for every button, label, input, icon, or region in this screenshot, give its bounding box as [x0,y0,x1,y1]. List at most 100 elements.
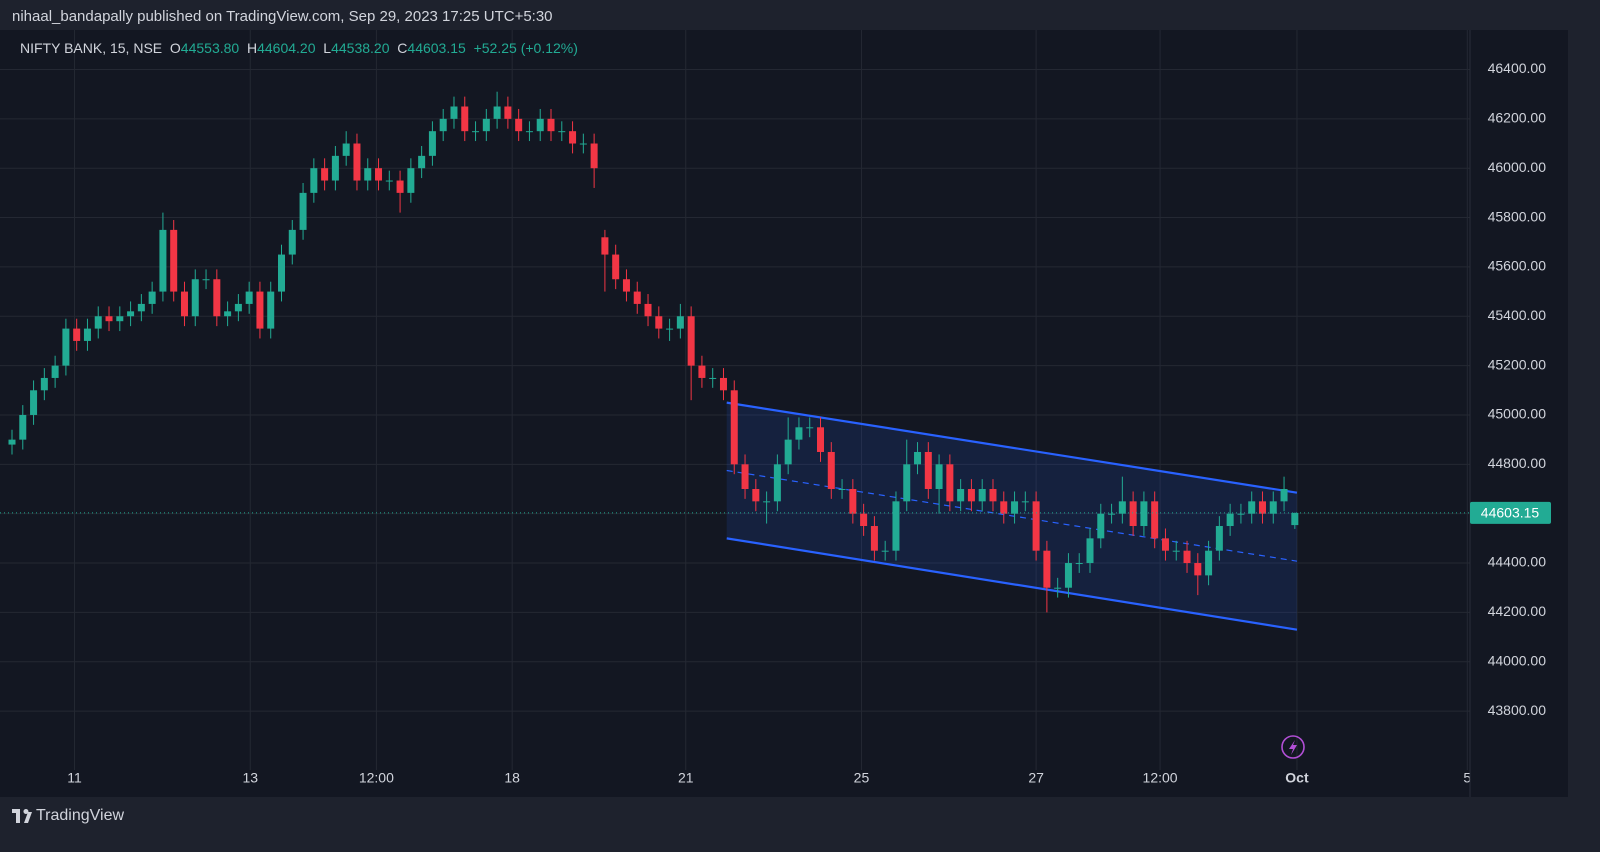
axes: 43800.0044000.0044200.0044400.0044600.00… [67,30,1551,797]
channel-middle [726,469,1298,562]
candle-body [1140,501,1148,527]
candle-body [439,118,447,132]
candle-body [1194,563,1202,576]
candle-body [342,143,350,156]
candle-body [224,311,232,317]
candle-body [763,501,771,503]
candle-body [321,168,329,181]
candle-body [159,229,167,292]
candle-body [1161,538,1169,551]
brand-name: TradingView [36,807,125,824]
y-tick-label: 46400.00 [1488,60,1547,76]
candle-body [515,118,523,132]
candle-body [234,303,242,312]
candle-body [504,106,512,119]
brand-logo [12,808,32,823]
last-price-label: 44603.15 [1481,505,1540,521]
y-tick-label: 45800.00 [1488,208,1547,224]
close-value: 44603.15 [407,40,466,56]
footer-bar: TradingView [0,797,1600,835]
open-label: O [169,40,181,56]
candle-body [19,414,27,440]
candle-body [666,328,674,330]
candle-body [989,489,997,502]
candle-body [407,168,415,193]
candle-body [310,168,318,193]
candle-body [94,316,102,329]
x-tick-label: Oct [1285,770,1309,786]
candle-body [375,168,383,181]
candle-body [482,118,490,132]
candle-body [191,279,199,317]
candle-body [1032,501,1040,551]
candle-body [881,550,889,552]
candle-body [1075,563,1083,565]
candle-body [914,451,922,465]
candle-body [51,365,59,378]
candle-body [752,489,760,502]
low-label: L [323,40,332,56]
candle-body [967,489,975,502]
candle-body [1280,489,1288,502]
candle-body [1000,501,1008,514]
y-tick-label: 45200.00 [1488,356,1547,372]
x-tick-label: 27 [1028,770,1044,786]
candle-body [1205,550,1213,576]
y-tick-label: 45000.00 [1488,406,1547,422]
candle-body [1021,501,1029,503]
candle-body [633,291,641,304]
candle-body [267,291,275,329]
candle-body [816,427,825,452]
y-tick-label: 45400.00 [1488,307,1547,323]
candle-body [644,303,652,317]
candle-body [547,118,555,132]
candle-body [655,316,663,329]
candle-body [1215,526,1223,551]
y-tick-label: 46000.00 [1488,159,1547,175]
candle-body [428,131,436,156]
candle-body [698,365,706,378]
low-value: 44538.20 [331,40,390,56]
y-tick-label: 44400.00 [1488,554,1547,570]
candle-body [838,489,846,490]
candle-body [353,143,361,181]
high-label: H [246,40,258,56]
candle-body [8,439,16,445]
y-tick-label: 45600.00 [1488,258,1547,274]
lightning-icon[interactable] [1281,735,1305,759]
candle-body [1183,550,1191,564]
y-tick-label: 44200.00 [1488,603,1547,619]
candle-body [245,291,253,304]
candle-body [827,451,835,489]
candle-body [558,131,566,133]
candle-body [461,106,469,132]
candle-body [1269,501,1277,514]
chart: 43800.0044000.0044200.0044400.0044600.00… [0,30,1600,797]
candle-body [1097,513,1105,539]
symbol: NIFTY BANK, 15, NSE [20,40,163,56]
candle-body [450,106,458,119]
candle-body [709,377,717,379]
candle-body [784,439,792,465]
candle-body [213,279,221,317]
candle-body [137,303,145,312]
x-tick-label: 11 [67,770,82,786]
candle-body [1291,512,1299,526]
candle-body [1172,550,1180,552]
candle-body [806,427,814,429]
candle-body [612,254,620,280]
change-value: +52.25 (+0.12%) [473,40,578,56]
candle-body [687,316,695,366]
high-value: 44604.20 [257,40,316,56]
candle-body [1237,513,1245,515]
open-value: 44553.80 [180,40,240,56]
candle-body [1258,501,1266,514]
candle-body [180,291,188,317]
candle-body [870,526,878,551]
candles [0,91,1470,613]
x-tick-label: 18 [504,770,520,786]
candle-body [719,377,727,391]
candle-body [1064,563,1072,588]
candle-body [127,311,135,317]
candle-body [105,316,113,322]
